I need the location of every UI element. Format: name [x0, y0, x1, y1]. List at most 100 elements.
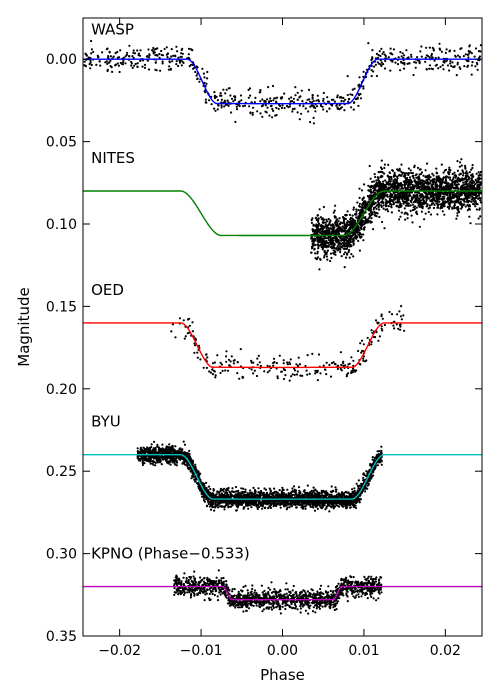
data-point: [356, 228, 359, 231]
data-point: [330, 224, 333, 227]
data-point: [413, 179, 416, 182]
data-point: [280, 370, 283, 373]
data-point: [474, 200, 477, 203]
data-point: [457, 210, 461, 214]
data-point: [275, 362, 278, 365]
data-point: [128, 55, 131, 58]
data-point: [316, 94, 319, 97]
data-point: [477, 174, 480, 177]
data-point: [261, 98, 264, 101]
data-point: [259, 100, 262, 103]
data-point: [377, 199, 380, 202]
data-point: [403, 180, 406, 183]
data-point: [384, 59, 387, 63]
data-point: [370, 340, 373, 343]
data-point: [193, 351, 196, 354]
data-point: [405, 202, 408, 205]
data-point: [129, 60, 133, 63]
data-point: [191, 330, 195, 333]
data-point: [426, 162, 429, 165]
data-point: [387, 205, 390, 208]
data-point: [358, 187, 361, 190]
data-point: [430, 52, 433, 56]
data-point: [470, 52, 473, 55]
data-point: [302, 105, 305, 108]
data-point: [347, 250, 350, 253]
data-point: [198, 80, 201, 83]
data-point: [381, 220, 384, 224]
data-point: [168, 443, 171, 446]
data-point: [315, 223, 318, 226]
data-point: [339, 245, 342, 248]
data-point: [479, 215, 482, 218]
data-point: [319, 216, 322, 219]
data-point: [339, 367, 342, 370]
data-point: [356, 201, 359, 204]
data-point: [436, 178, 439, 181]
data-point: [261, 115, 264, 118]
data-point: [229, 94, 232, 97]
data-point: [446, 191, 449, 195]
data-point: [256, 363, 259, 366]
data-point: [170, 330, 173, 333]
data-point: [478, 177, 481, 181]
data-point: [410, 214, 413, 217]
data-point: [355, 212, 358, 215]
data-point: [249, 111, 252, 114]
data-point: [333, 221, 337, 224]
data-point: [416, 183, 419, 186]
data-point: [469, 222, 472, 225]
data-point: [430, 54, 433, 57]
data-point: [361, 349, 364, 352]
data-point: [390, 196, 393, 199]
data-point: [418, 192, 421, 195]
data-point: [180, 52, 183, 55]
data-point: [478, 207, 481, 210]
data-point: [316, 250, 319, 253]
data-point: [238, 377, 241, 380]
series-3-points: [136, 440, 383, 513]
data-point: [247, 88, 250, 91]
data-point: [399, 205, 402, 208]
data-point: [458, 194, 461, 197]
data-point: [336, 94, 339, 97]
data-point: [477, 217, 480, 220]
data-point: [325, 252, 328, 256]
data-point: [400, 174, 403, 177]
data-point: [337, 364, 340, 367]
data-point: [362, 196, 365, 199]
data-point: [429, 213, 433, 216]
data-point: [292, 97, 295, 100]
data-point: [280, 97, 283, 100]
data-point: [372, 228, 375, 231]
data-point: [177, 64, 180, 68]
data-point: [461, 205, 464, 209]
data-point: [331, 241, 335, 244]
series-2: [83, 305, 482, 382]
data-point: [397, 209, 401, 212]
data-point: [225, 360, 228, 363]
data-point: [89, 67, 92, 70]
data-point: [139, 59, 142, 63]
data-point: [224, 92, 227, 95]
data-point: [310, 221, 313, 224]
data-point: [359, 97, 363, 100]
data-point: [438, 184, 441, 187]
data-point: [217, 103, 220, 106]
data-point: [327, 232, 330, 235]
data-point: [373, 65, 376, 68]
data-point: [435, 198, 439, 201]
data-point: [440, 183, 443, 186]
data-point: [466, 186, 469, 189]
data-point: [453, 204, 456, 208]
data-point: [437, 193, 440, 196]
data-point: [370, 204, 373, 207]
data-point: [311, 94, 314, 97]
data-point: [470, 174, 473, 177]
data-point: [259, 89, 262, 92]
data-point: [227, 506, 230, 509]
data-point: [472, 196, 475, 199]
data-point: [457, 183, 460, 186]
data-point: [351, 88, 354, 91]
data-point: [381, 317, 384, 320]
